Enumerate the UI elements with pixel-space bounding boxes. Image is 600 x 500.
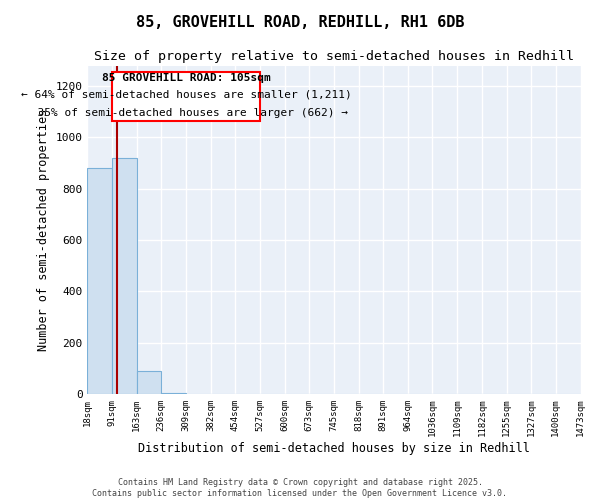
Bar xyxy=(161,392,186,394)
Y-axis label: Number of semi-detached properties: Number of semi-detached properties xyxy=(37,108,50,351)
Text: Contains HM Land Registry data © Crown copyright and database right 2025.
Contai: Contains HM Land Registry data © Crown c… xyxy=(92,478,508,498)
Text: 85, GROVEHILL ROAD, REDHILL, RH1 6DB: 85, GROVEHILL ROAD, REDHILL, RH1 6DB xyxy=(136,15,464,30)
Text: ← 64% of semi-detached houses are smaller (1,211): ← 64% of semi-detached houses are smalle… xyxy=(20,90,352,100)
FancyBboxPatch shape xyxy=(112,72,260,120)
Title: Size of property relative to semi-detached houses in Redhill: Size of property relative to semi-detach… xyxy=(94,50,574,63)
Text: 35% of semi-detached houses are larger (662) →: 35% of semi-detached houses are larger (… xyxy=(24,108,348,118)
Bar xyxy=(112,158,137,394)
Bar xyxy=(137,371,161,394)
Text: 85 GROVEHILL ROAD: 105sqm: 85 GROVEHILL ROAD: 105sqm xyxy=(101,74,271,84)
Bar xyxy=(88,168,112,394)
X-axis label: Distribution of semi-detached houses by size in Redhill: Distribution of semi-detached houses by … xyxy=(138,442,530,455)
